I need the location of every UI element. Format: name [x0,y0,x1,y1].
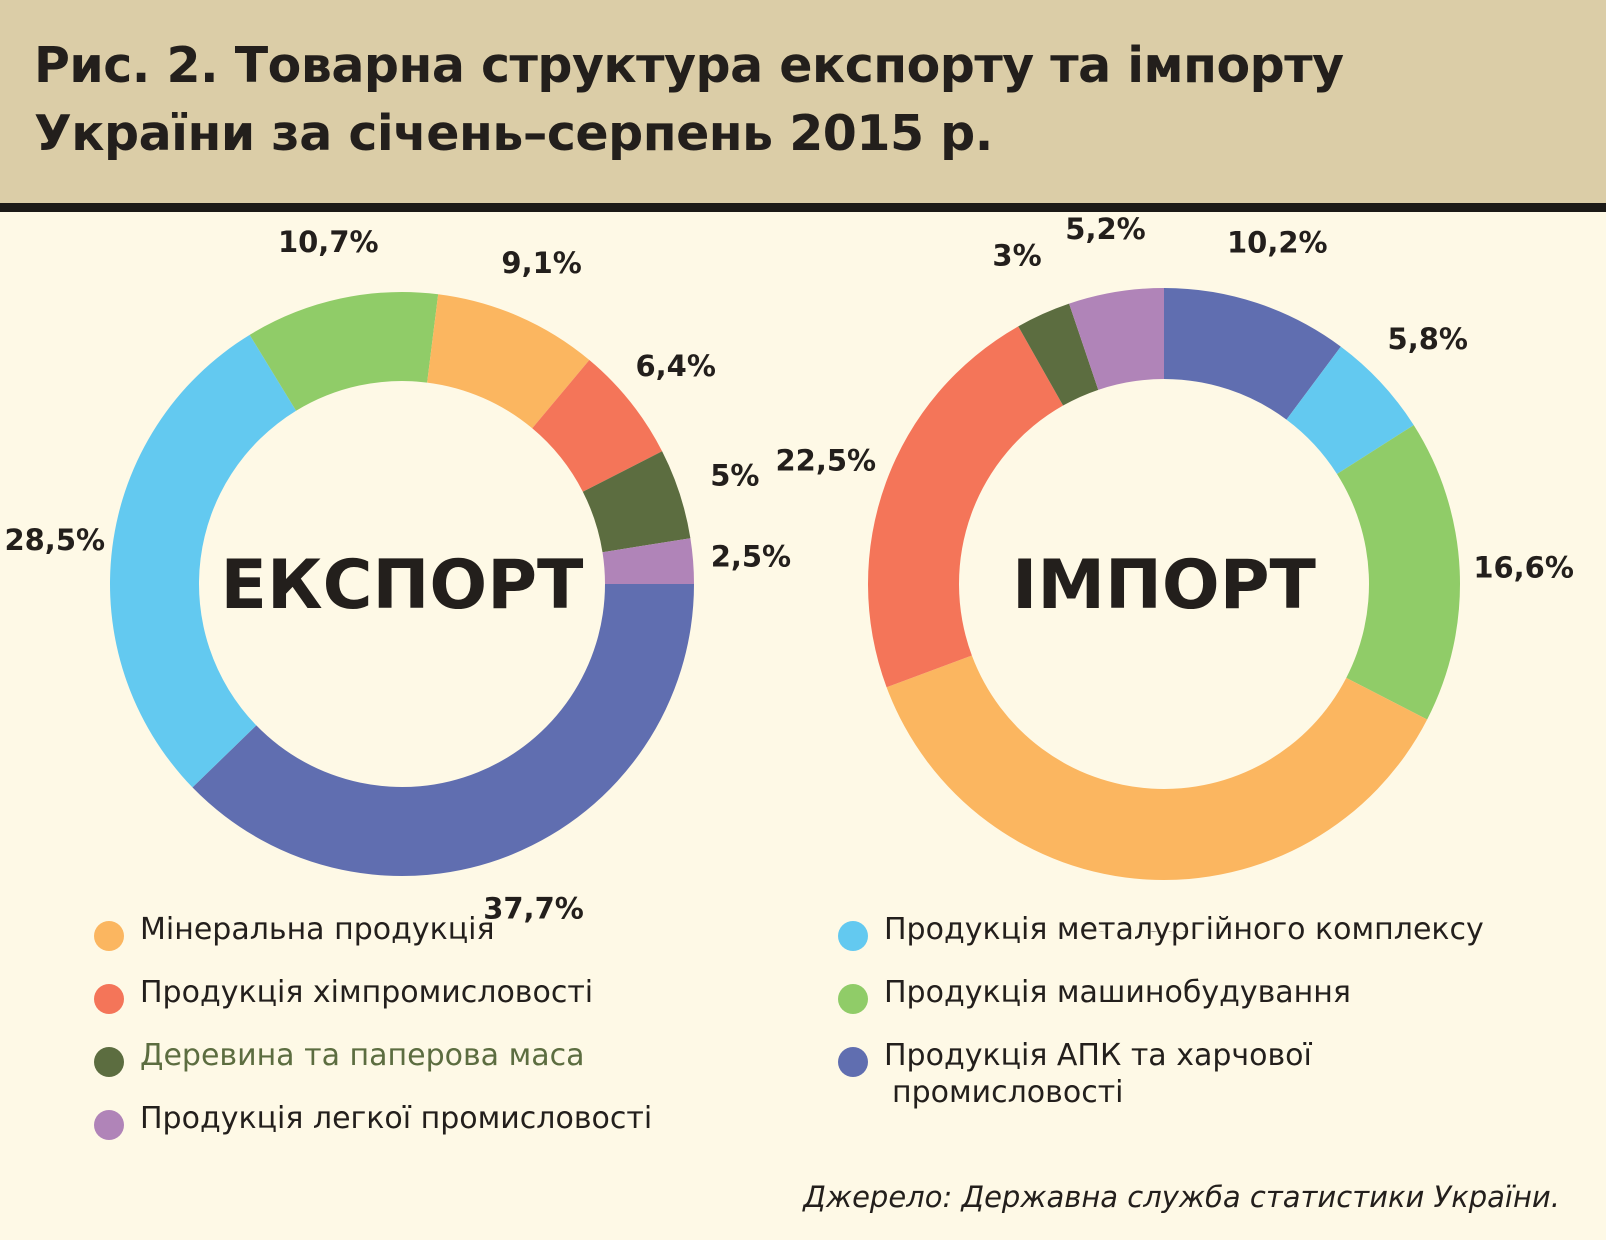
header-banner: Рис. 2. Товарна структура експорту та ім… [0,0,1606,212]
donut-slice-metallurgy [109,334,297,788]
donut-charts: 37,7% 28,5% 10,7% 9,1% 6,4% 5% 2,5% ЕКСПОРТ 10,… [4,212,1574,932]
slice-label-agro: 10,2% [1227,225,1328,259]
legend-item-agro: Продукція АПК та харчової промисловості [838,1038,1578,1128]
legend-label-mineral: Мінеральна продукція [140,912,495,947]
donut-slice-agro [192,584,694,877]
legend-swatch-wood [94,1047,124,1077]
donut-center-label: ІМПОРТ [1012,546,1317,625]
legend-label-light: Продукція легкої промисловості [140,1101,653,1136]
slice-label-metallurgy: 28,5% [4,523,105,557]
slice-label-mineral: 36,8% [1092,926,1193,932]
legend-item-machinery: Продукція машинобудування [838,975,1578,1038]
legend-swatch-metallurgy [838,921,868,951]
donut-slice-wood [582,451,691,553]
legend-item-chemical: Продукція хімпромисловості [94,975,794,1038]
slice-label-chemical: 6,4% [635,349,715,383]
legend-right: Продукція металургійного комплексу Продук… [838,912,1578,1128]
slice-label-light: 2,5% [711,540,791,574]
slice-label-machinery: 16,6% [1473,551,1574,585]
legend-swatch-agro [838,1047,868,1077]
slice-label-light: 5,2% [1065,212,1145,246]
donut-slice-agro [1164,288,1341,420]
donut-slice-chemical [532,360,663,492]
donut-slice-mineral [886,655,1428,881]
donut-slice-mineral [427,294,590,429]
legend-item-light: Продукція легкої промисловості [94,1101,794,1164]
legend-label-wood: Деревина та паперова маса [140,1038,585,1073]
legend-label-agro: Продукція АПК та харчової [884,1038,1312,1073]
legend-left: Мінеральна продукція Продукція хімпромисл… [94,912,794,1164]
donut-slice-wood [1018,303,1099,406]
legend-item-wood: Деревина та паперова маса [94,1038,794,1101]
legend-swatch-mineral [94,921,124,951]
slice-label-wood: 5% [710,459,759,493]
legend-item-mineral: Мінеральна продукція [94,912,794,975]
slice-label-wood: 3% [992,238,1041,272]
import-donut: 10,2% 5,8% 16,6% 36,8% 22,5% 3% 5,2% ІМПОРТ [776,212,1574,932]
legend-label-machinery: Продукція машинобудування [884,975,1351,1010]
donut-slice-light [602,538,694,584]
legend-item-metallurgy: Продукція металургійного комплексу [838,912,1578,975]
slice-label-chemical: 22,5% [776,444,877,478]
legend-label-metallurgy: Продукція металургійного комплексу [884,912,1484,947]
donut-slice-light [1069,288,1164,390]
legend-label-cont-agro: промисловості [892,1075,1124,1110]
slice-label-agro: 37,7% [483,891,584,925]
chart-title: Рис. 2. Товарна структура експорту та ім… [34,37,1344,162]
legend-swatch-machinery [838,984,868,1014]
donut-slice-machinery [1336,425,1460,720]
legend-label-chemical: Продукція хімпромисловості [140,975,594,1010]
slice-label-mineral: 9,1% [501,246,581,280]
donut-slice-metallurgy [1286,346,1414,474]
slice-label-metallurgy: 5,8% [1388,322,1468,356]
donut-slice-chemical [867,326,1064,688]
export-donut: 37,7% 28,5% 10,7% 9,1% 6,4% 5% 2,5% ЕКСПОРТ [4,225,791,925]
donut-center-label: ЕКСПОРТ [221,546,584,625]
slice-label-machinery: 10,7% [278,225,379,259]
donut-slice-machinery [249,292,439,411]
legend-swatch-chemical [94,984,124,1014]
legend-swatch-light [94,1110,124,1140]
source-note: Джерело: Державна служба статистики Укра… [803,1180,1560,1214]
